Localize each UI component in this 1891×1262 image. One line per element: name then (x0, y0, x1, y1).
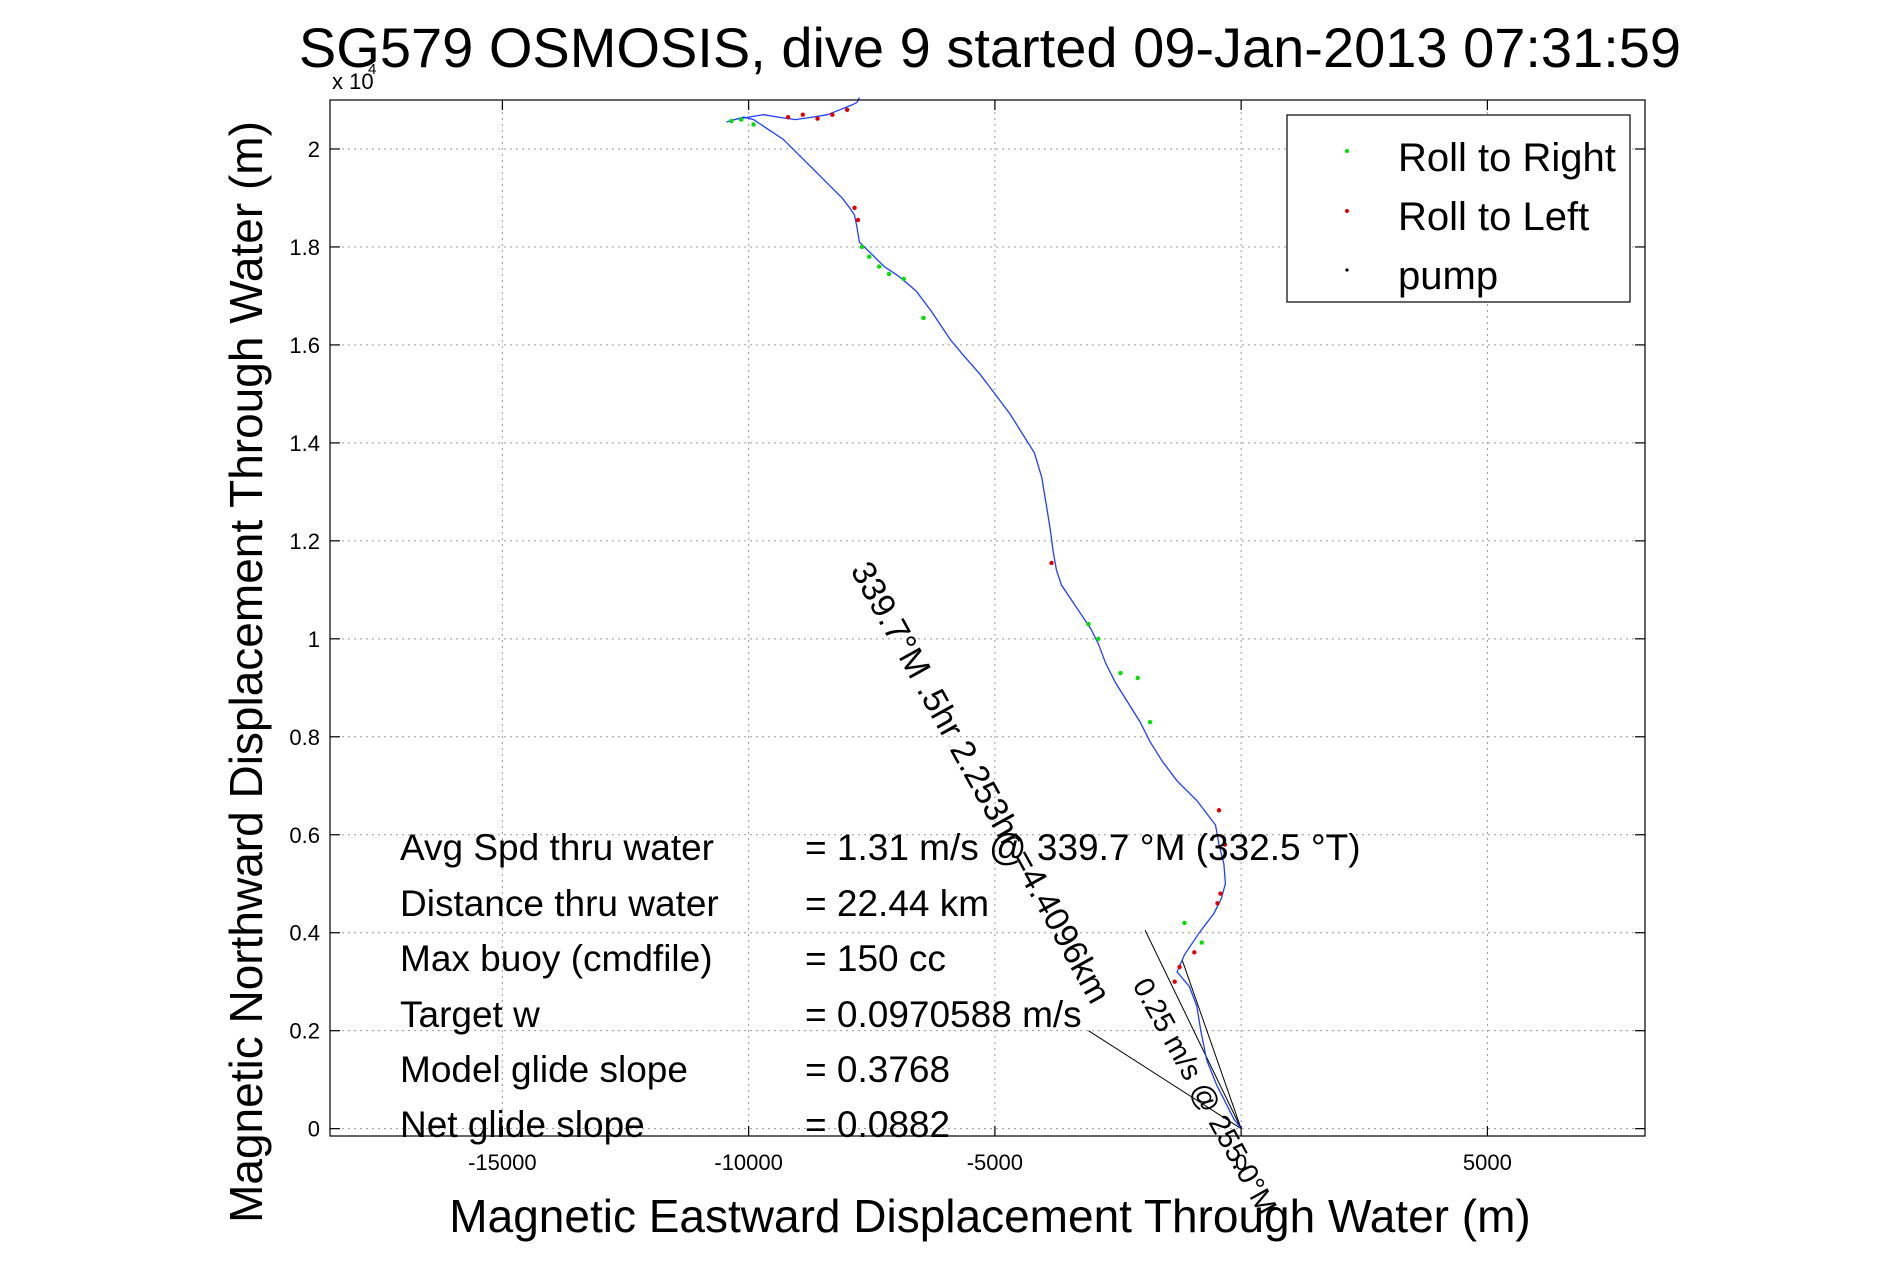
reference-lines (1088, 930, 1242, 1130)
axis-ticks: -15000 -10000 -5000 0 5000 0 0.2 0.4 0.6 0.8 1 1.2 1… (289, 100, 1645, 1175)
roll-left-point (1192, 950, 1197, 955)
stats-block: Avg Spd thru water = 1.31 m/s @ 339.7 °M… (400, 827, 1361, 1145)
reference-line (1181, 959, 1242, 1129)
legend-label-roll-right: Roll to Right (1398, 136, 1616, 180)
y-tick-label: 0 (308, 1117, 320, 1142)
stat-value-net-glide: = 0.0882 (805, 1104, 950, 1145)
stat-label-max-buoy: Max buoy (cmdfile) (400, 938, 713, 979)
plot-area-frame (329, 99, 1646, 1137)
roll-left-point (800, 112, 806, 117)
roll-left-point (1218, 891, 1223, 896)
roll-right-point (1118, 670, 1123, 676)
roll-right-point (867, 254, 872, 259)
roll-right-point (739, 117, 744, 122)
legend-marker-roll-left (1345, 209, 1349, 213)
reference-line (1144, 930, 1242, 1129)
stat-value-max-buoy: = 150 cc (805, 938, 946, 979)
x-tick-label: -5000 (967, 1150, 1023, 1175)
stat-label-net-glide: Net glide slope (400, 1104, 645, 1145)
roll-right-point (1096, 636, 1101, 642)
roll-left-point (1215, 901, 1220, 906)
stat-label-avg-speed: Avg Spd thru water (400, 827, 714, 868)
x-axis-label: Magnetic Eastward Displacement Through W… (449, 1190, 1530, 1242)
roll-right-point (729, 118, 734, 124)
roll-left-point (1177, 964, 1182, 970)
roll-left-point (1222, 842, 1228, 847)
roll-left-point (1216, 808, 1222, 813)
roll-right-point (859, 244, 865, 250)
roll-right-point (1182, 920, 1187, 926)
stat-value-avg-speed: = 1.31 m/s @ 339.7 °M (332.5 °T) (805, 827, 1361, 868)
roll-right-point (876, 264, 882, 269)
legend-marker-pump (1345, 268, 1349, 272)
x-tick-label: 5000 (1463, 1150, 1512, 1175)
y-tick-label: 1.6 (289, 333, 320, 358)
roll-left-point (852, 205, 857, 210)
y-tick-label: 1.8 (289, 235, 320, 260)
stat-value-target-w: = 0.0970588 m/s (805, 994, 1082, 1035)
roll-right-point (886, 271, 892, 277)
stat-label-model-glide: Model glide slope (400, 1049, 688, 1090)
roll-left-point (855, 217, 861, 223)
chart-title: SG579 OSMOSIS, dive 9 started 09-Jan-201… (299, 16, 1681, 79)
roll-right-point (901, 276, 906, 281)
y-tick-label: 0.6 (289, 823, 320, 848)
y-tick-label: 0.4 (289, 921, 320, 946)
y-exponent-power: 4 (368, 61, 376, 78)
roll-right-point (1199, 940, 1204, 945)
legend-label-pump: pump (1398, 254, 1498, 298)
stat-value-distance: = 22.44 km (805, 883, 989, 924)
legend-label-roll-left: Roll to Left (1398, 195, 1589, 239)
roll-left-point (1172, 979, 1177, 984)
stat-label-target-w: Target w (400, 994, 540, 1035)
roll-right-point (1086, 621, 1091, 627)
y-tick-label: 1.2 (289, 529, 320, 554)
roll-left-point (844, 107, 850, 112)
grid-layer (330, 100, 1645, 1136)
x-tick-label: -15000 (468, 1150, 537, 1175)
legend-marker-roll-right (1345, 149, 1349, 153)
y-tick-label: 2 (308, 137, 320, 162)
roll-left-point (830, 112, 835, 117)
x-tick-label: 0 (1235, 1150, 1247, 1175)
stat-label-distance: Distance thru water (400, 883, 719, 924)
reference-line (1088, 1030, 1242, 1130)
y-exponent-label: x 10 (332, 69, 374, 94)
y-tick-label: 0.2 (289, 1019, 320, 1044)
roll-points-layer (729, 107, 1228, 984)
roll-left-point (785, 114, 791, 120)
x-tick-label: -10000 (714, 1150, 783, 1175)
roll-left-point (815, 116, 820, 121)
legend-box (1286, 114, 1631, 303)
roll-right-point (1147, 719, 1153, 725)
y-tick-label: 1 (308, 627, 320, 652)
roll-right-point (921, 315, 926, 321)
roll-right-point (751, 122, 756, 127)
roll-right-point (1135, 675, 1140, 681)
legend: Roll to Right Roll to Left pump (1286, 114, 1631, 303)
stat-value-model-glide: = 0.3768 (805, 1049, 950, 1090)
y-tick-label: 1.4 (289, 431, 320, 456)
roll-left-point (1049, 560, 1054, 566)
y-tick-label: 0.8 (289, 725, 320, 750)
y-axis-label: Magnetic Northward Displacement Through … (220, 121, 272, 1223)
